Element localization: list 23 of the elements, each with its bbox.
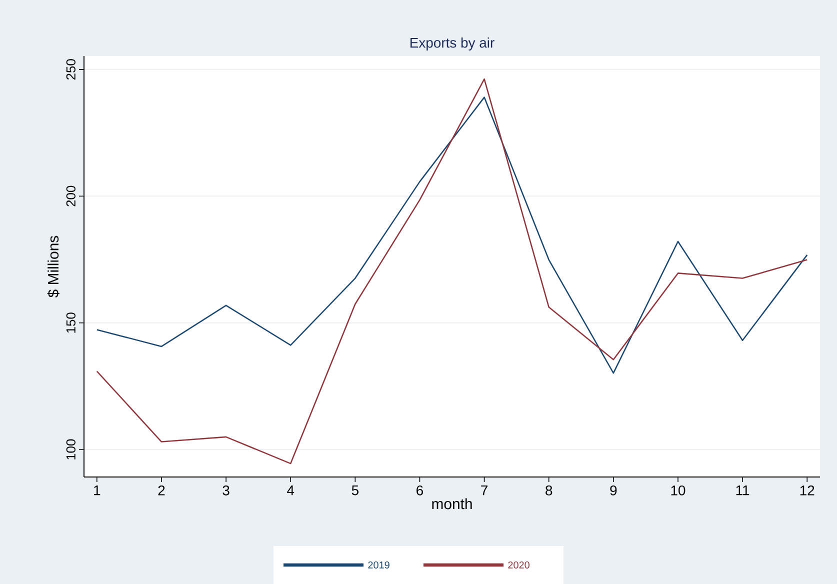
x-tick-label: 1 (94, 486, 100, 496)
x-tick-label: 10 (671, 485, 686, 496)
y-tick-label: 100 (66, 439, 76, 460)
x-tick-label: 11 (736, 486, 750, 496)
y-axis-title: $ Millions (47, 236, 60, 298)
y-tick-label: 250 (66, 59, 76, 80)
y-tick-label: 200 (66, 186, 76, 206)
x-axis-title: month (432, 498, 472, 510)
x-tick-label: 8 (546, 485, 552, 496)
x-tick-label: 12 (800, 485, 814, 496)
text: 2019 (368, 561, 390, 569)
line-series (96, 96, 808, 374)
x-tick-label: 7 (481, 486, 488, 496)
y-tick-label: 150 (66, 312, 76, 333)
x-tick-label: 2 (158, 485, 165, 496)
x-tick-label: 4 (287, 486, 294, 496)
x-tick-label: 5 (352, 486, 358, 496)
x-tick-label: 9 (610, 485, 617, 496)
x-tick-label: 3 (222, 485, 230, 496)
text: 2020 (508, 561, 530, 569)
x-tick-label: 6 (416, 485, 423, 496)
line-series (96, 78, 808, 464)
chart-title: Exports by air (410, 37, 494, 50)
